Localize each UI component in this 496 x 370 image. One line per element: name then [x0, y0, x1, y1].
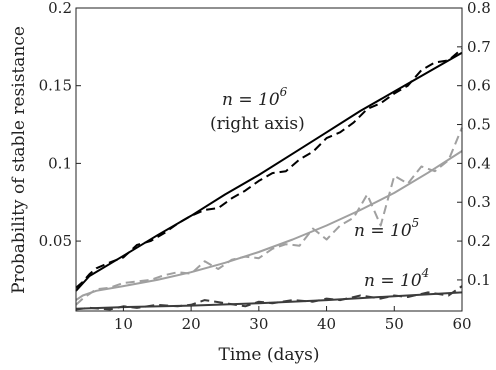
annotation-n1e6-sub: (right axis)	[210, 114, 305, 134]
x-tick-label-30: 30	[249, 315, 268, 333]
plot-frame	[75, 7, 463, 312]
series-n1e4-sim-line	[75, 285, 463, 311]
x-tick-label-20: 20	[182, 315, 201, 333]
x-tick-label-40: 40	[317, 315, 336, 333]
y-right-tick-label-0.1: 0.1	[467, 271, 491, 289]
y-right-tick-label-0.7: 0.7	[467, 38, 491, 56]
annotation-n1e5-main: n = 105	[354, 216, 419, 241]
y-right-tick-label-0.2: 0.2	[467, 232, 491, 250]
annotation-n1e5-sup: 5	[412, 216, 420, 230]
series-n1e6-sim-line	[75, 48, 463, 289]
x-axis-label: Time (days)	[219, 345, 320, 365]
y-left-tick-label-0.2: 0.2	[48, 0, 72, 17]
y-right-tick-label-0.3: 0.3	[467, 193, 491, 211]
annotation-n1e4: n = 104	[364, 266, 429, 291]
series-layer	[75, 48, 463, 311]
x-tick-label-10: 10	[114, 315, 133, 333]
series-n1e6-fit-line	[75, 51, 463, 292]
annotation-n1e5: n = 105	[354, 216, 419, 241]
annotation-n1e6-sup: 6	[280, 85, 288, 99]
series-n1e5-sim-line	[75, 127, 463, 306]
y-right-tick-label-0.5: 0.5	[467, 116, 491, 134]
y-axis-label: Probability of stable resistance	[9, 26, 29, 294]
annotation-n1e4-sup: 4	[421, 266, 430, 280]
y-right-tick-label-0.6: 0.6	[467, 77, 491, 95]
y-left-tick-label-0.1: 0.1	[48, 154, 72, 172]
x-tick-label-60: 60	[452, 315, 471, 333]
annotation-n1e4-main: n = 104	[364, 266, 429, 291]
ticks-layer: 10 20 30 40 50 60 0.05 0.1 0.15 0.2 0.1 0.2 0.3 0.4 0.…	[39, 0, 491, 333]
plot-area	[76, 8, 462, 311]
y-right-tick-label-0.4: 0.4	[467, 154, 491, 172]
annotation-n1e6: n = 106 (right axis)	[210, 85, 305, 134]
y-left-tick-label-0.15: 0.15	[39, 77, 72, 95]
x-tick-label-50: 50	[385, 315, 404, 333]
y-right-tick-label-0.8: 0.8	[467, 0, 491, 17]
y-left-tick-label-0.05: 0.05	[39, 232, 72, 250]
annotation-n1e6-main: n = 106	[222, 85, 288, 110]
